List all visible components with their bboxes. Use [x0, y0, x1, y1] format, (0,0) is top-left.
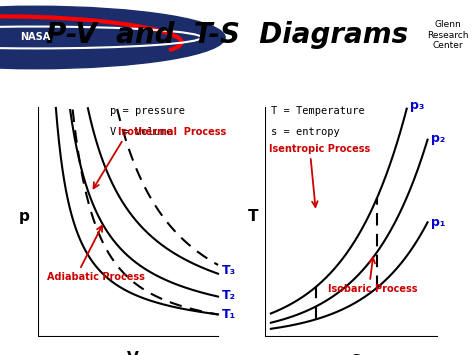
- Text: Isobaric Process: Isobaric Process: [328, 284, 418, 294]
- Text: p₁: p₁: [431, 216, 446, 229]
- Text: T₂: T₂: [222, 289, 236, 302]
- Text: Isothermal  Process: Isothermal Process: [118, 127, 226, 137]
- Text: p₃: p₃: [410, 99, 425, 112]
- Text: Glenn
Research
Center: Glenn Research Center: [427, 20, 469, 50]
- Text: NASA: NASA: [20, 33, 51, 43]
- Circle shape: [0, 6, 225, 69]
- Text: T: T: [247, 209, 258, 224]
- Text: p₂: p₂: [431, 132, 446, 145]
- Text: p: p: [19, 209, 30, 224]
- Text: s = entropy: s = entropy: [271, 127, 339, 137]
- Text: s: s: [351, 351, 360, 355]
- Text: V = Volume: V = Volume: [110, 127, 173, 137]
- Text: V: V: [127, 351, 138, 355]
- Text: T₃: T₃: [222, 264, 236, 277]
- Text: Isentropic Process: Isentropic Process: [269, 144, 370, 154]
- Text: P-V  and  T-S  Diagrams: P-V and T-S Diagrams: [46, 21, 409, 49]
- Text: T = Temperature: T = Temperature: [271, 105, 365, 115]
- Text: Adiabatic Process: Adiabatic Process: [47, 272, 145, 282]
- Text: T₁: T₁: [222, 308, 236, 321]
- Text: p = pressure: p = pressure: [110, 105, 185, 115]
